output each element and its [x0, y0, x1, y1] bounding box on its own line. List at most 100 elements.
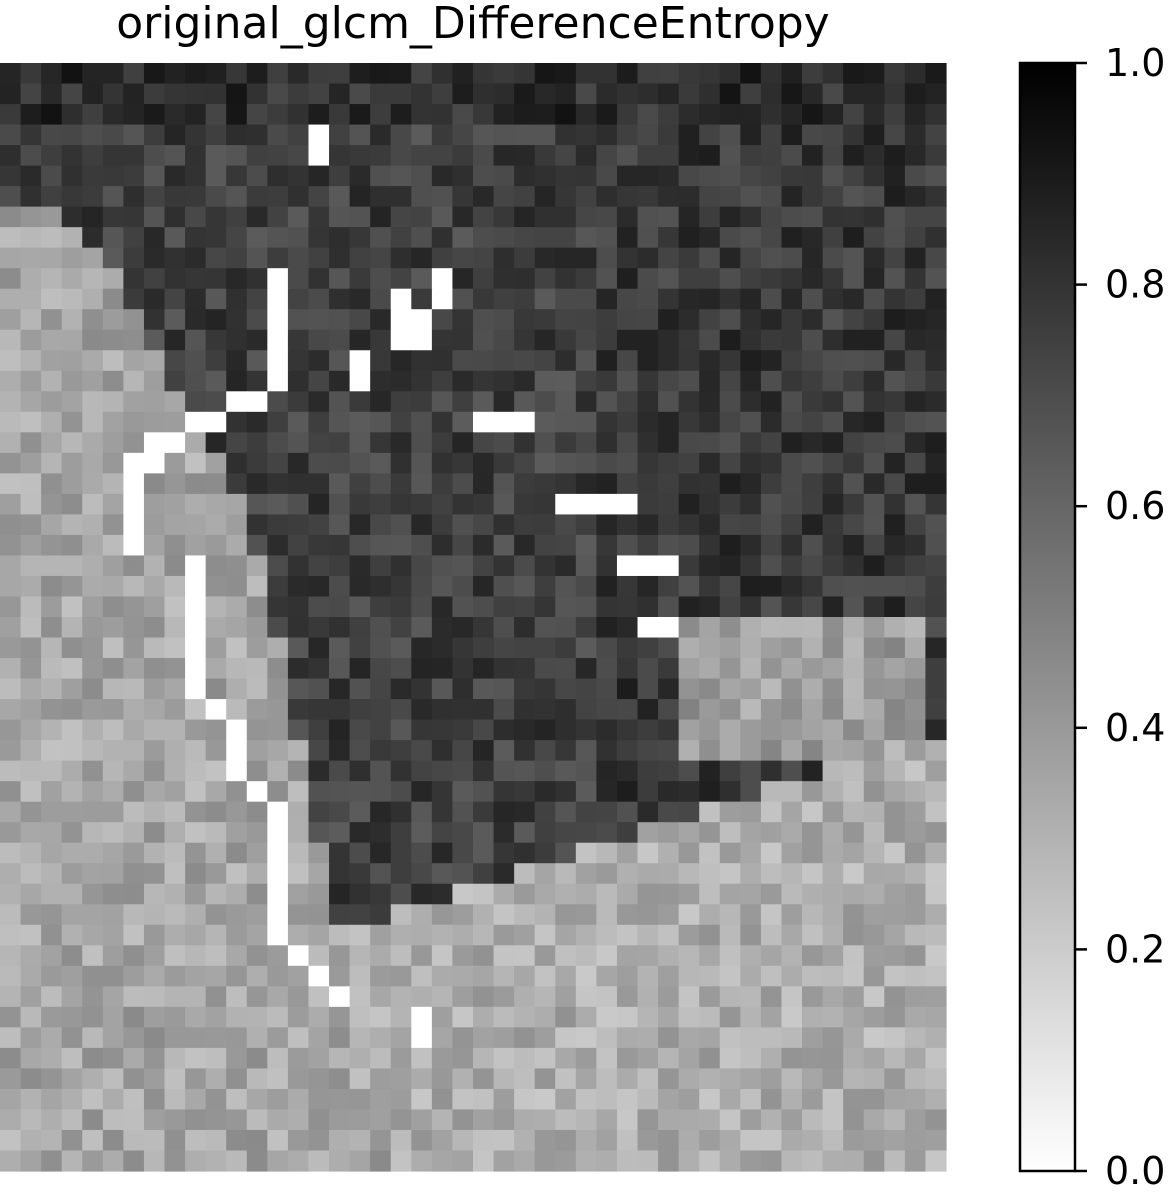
heatmap-cell	[534, 719, 556, 741]
heatmap-cell	[267, 1150, 289, 1172]
heatmap-cell	[329, 370, 351, 392]
heatmap-cell	[473, 514, 495, 536]
heatmap-cell	[246, 1088, 268, 1111]
heatmap-cell	[164, 473, 186, 495]
heatmap-cell	[349, 719, 371, 741]
heatmap-cell	[452, 904, 474, 926]
heatmap-cell	[452, 514, 474, 536]
heatmap-cell	[760, 309, 783, 331]
heatmap-cell	[884, 1006, 906, 1028]
heatmap-cell	[740, 1006, 762, 1028]
heatmap-cell	[904, 411, 927, 433]
heatmap-cell	[102, 350, 124, 372]
heatmap-cell	[473, 945, 495, 967]
heatmap-cell	[205, 432, 227, 454]
heatmap-cell	[164, 1068, 186, 1090]
heatmap-cell	[390, 596, 412, 618]
heatmap-cell	[863, 268, 885, 290]
heatmap-cell	[781, 1027, 803, 1049]
heatmap-cell	[246, 658, 268, 680]
heatmap-cell	[308, 1068, 330, 1090]
heatmap-cell	[20, 268, 42, 290]
heatmap-cell	[658, 124, 680, 146]
heatmap-cell	[925, 945, 947, 967]
heatmap-cell	[925, 596, 947, 618]
heatmap-cell	[904, 760, 927, 782]
heatmap-cell	[884, 740, 906, 762]
heatmap-cell	[185, 206, 207, 228]
heatmap-cell	[308, 904, 330, 926]
heatmap-cell	[596, 534, 618, 557]
heatmap-cell	[514, 493, 536, 516]
heatmap-cell	[658, 227, 680, 249]
heatmap-cell	[637, 637, 659, 659]
heatmap-cell	[596, 575, 618, 598]
heatmap-cell	[308, 945, 330, 967]
heatmap-cell	[555, 309, 577, 331]
heatmap-cell	[802, 411, 824, 433]
heatmap-cell	[267, 555, 289, 577]
heatmap-cell	[61, 637, 83, 659]
heatmap-cell	[802, 781, 824, 803]
heatmap-cell	[267, 452, 289, 474]
heatmap-cell	[452, 781, 474, 803]
heatmap-cell	[329, 534, 351, 557]
heatmap-cell	[637, 1047, 659, 1070]
heatmap-cell	[802, 268, 824, 290]
heatmap-cell	[637, 719, 659, 741]
heatmap-cell	[390, 329, 412, 351]
heatmap-cell	[267, 883, 289, 905]
heatmap-cell	[616, 473, 639, 495]
heatmap-cell	[329, 924, 351, 946]
heatmap-cell	[452, 186, 474, 208]
heatmap-cell	[616, 104, 639, 126]
heatmap-cell	[20, 493, 42, 516]
heatmap-cell	[452, 1150, 474, 1172]
heatmap-cell	[287, 863, 310, 885]
heatmap-cell	[884, 555, 906, 577]
heatmap-cell	[616, 1068, 639, 1090]
heatmap-cell	[658, 473, 680, 495]
heatmap-cell	[0, 227, 22, 249]
heatmap-cell	[431, 370, 454, 392]
heatmap-cell	[143, 391, 166, 413]
heatmap-cell	[514, 288, 536, 310]
heatmap-cell	[287, 288, 310, 310]
heatmap-cell	[493, 227, 515, 249]
heatmap-cell	[555, 1006, 577, 1028]
heatmap-cell	[0, 83, 22, 105]
heatmap-cell	[863, 288, 885, 310]
heatmap-cell	[637, 1088, 659, 1111]
heatmap-cell	[20, 288, 42, 310]
heatmap-cell	[267, 904, 289, 926]
heatmap-cell	[82, 924, 104, 946]
heatmap-cell	[411, 186, 433, 208]
heatmap-cell	[822, 781, 844, 803]
heatmap-cell	[596, 206, 618, 228]
heatmap-cell	[287, 165, 310, 187]
heatmap-cell	[760, 822, 783, 844]
heatmap-cell	[390, 288, 412, 310]
heatmap-cell	[616, 617, 639, 639]
heatmap-cell	[267, 63, 289, 85]
heatmap-cell	[411, 432, 433, 454]
heatmap-cell	[555, 822, 577, 844]
heatmap-cell	[41, 514, 63, 536]
heatmap-cell	[164, 452, 186, 474]
heatmap-cell	[493, 186, 515, 208]
heatmap-cell	[616, 1129, 639, 1152]
heatmap-cell	[555, 801, 577, 823]
heatmap-cell	[760, 124, 783, 146]
heatmap-cell	[82, 309, 104, 331]
heatmap-cell	[760, 781, 783, 803]
heatmap-cell	[637, 842, 659, 864]
heatmap-cell	[760, 1068, 783, 1090]
heatmap-cell	[493, 473, 515, 495]
heatmap-cell	[616, 534, 639, 557]
heatmap-cell	[349, 391, 371, 413]
heatmap-cell	[226, 555, 248, 577]
heatmap-cell	[431, 124, 454, 146]
heatmap-cell	[575, 268, 597, 290]
heatmap-cell	[781, 186, 803, 208]
heatmap-cell	[61, 493, 83, 516]
